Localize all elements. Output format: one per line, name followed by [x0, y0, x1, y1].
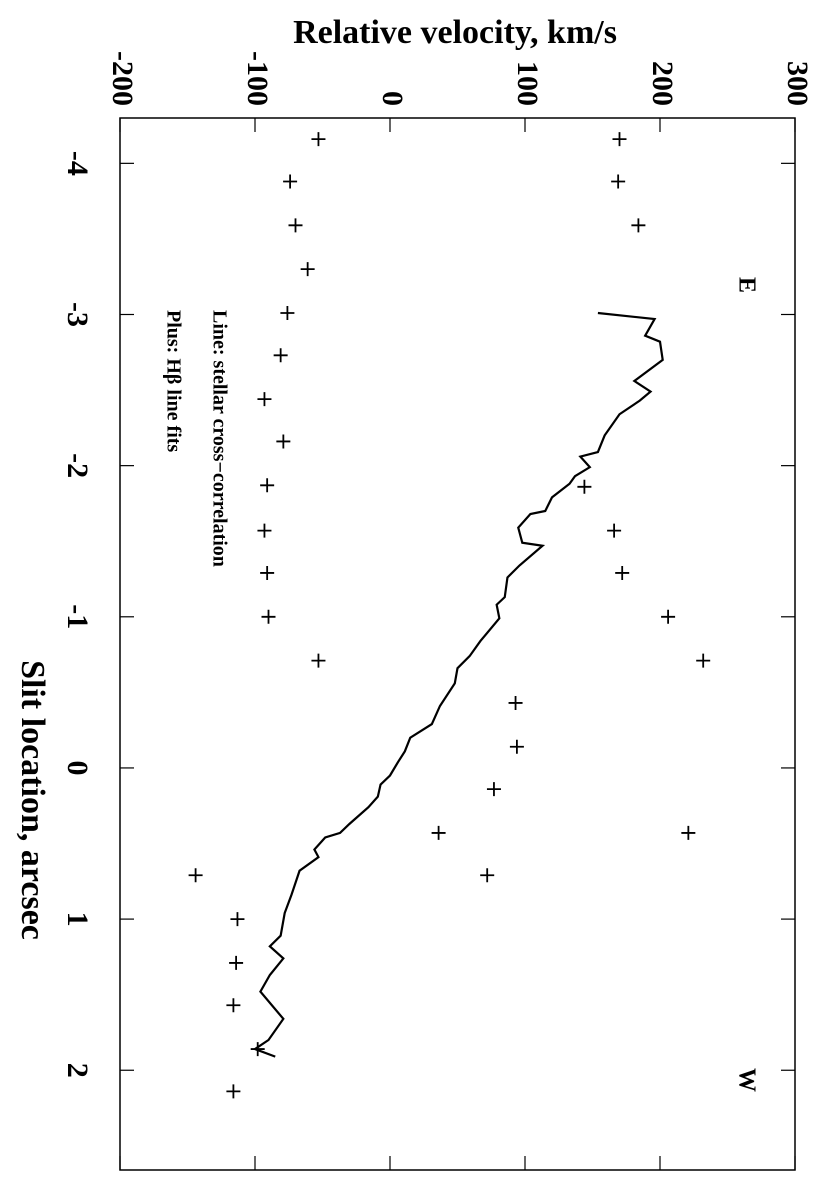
plus-marker [300, 262, 315, 277]
plus-marker [188, 868, 203, 883]
x-tick-label: 1 [61, 912, 94, 927]
y-tick-label: -100 [241, 51, 274, 106]
legend-label: Line: stellar cross−correlation [208, 310, 230, 567]
plus-marker [260, 478, 275, 493]
data-line [252, 311, 664, 1058]
y-tick-label: 0 [376, 91, 409, 106]
x-tick-label: -2 [61, 453, 94, 478]
plus-marker [257, 523, 272, 538]
y-tick-label: 100 [511, 61, 544, 106]
plus-marker [226, 1084, 241, 1099]
annotation: W [733, 1068, 759, 1092]
y-axis-label: Relative velocity, km/s [293, 14, 617, 51]
plus-marker [486, 782, 501, 797]
plus-marker [631, 218, 646, 233]
plus-marker [311, 653, 326, 668]
x-tick-label: -1 [61, 604, 94, 629]
plus-marker [508, 695, 523, 710]
y-tick-label: 200 [646, 61, 679, 106]
plus-marker [276, 434, 291, 449]
plus-marker [226, 998, 241, 1013]
plus-marker [577, 479, 592, 494]
plus-marker [280, 305, 295, 320]
plus-marker [257, 392, 272, 407]
plus-marker [509, 739, 524, 754]
plus-marker [607, 523, 622, 538]
plus-marker [480, 868, 495, 883]
x-tick-label: -3 [61, 302, 94, 327]
plus-marker [261, 609, 276, 624]
plus-marker [260, 565, 275, 580]
annotation: E [733, 277, 759, 293]
plus-marker [611, 174, 626, 189]
x-tick-label: 0 [61, 760, 94, 775]
plus-marker [612, 132, 627, 147]
plus-marker [661, 609, 676, 624]
plus-marker [250, 1042, 265, 1057]
y-tick-label: 300 [781, 61, 814, 106]
plus-marker [283, 174, 298, 189]
plot-border [119, 117, 796, 1171]
plus-marker [288, 218, 303, 233]
x-tick-label: -4 [61, 151, 94, 176]
plus-marker [615, 565, 630, 580]
plot-frame: Relative velocity, km/s Slit location, a… [14, 14, 814, 1171]
plus-marker [681, 825, 696, 840]
plus-marker [229, 955, 244, 970]
plus-marker [273, 348, 288, 363]
plus-marker [696, 653, 711, 668]
plus-marker [230, 912, 245, 927]
plus-marker [431, 825, 446, 840]
x-axis-label: Slit location, arcsec [14, 660, 51, 940]
legend-label: Plus: Hβ line fits [162, 310, 184, 452]
plus-marker [311, 132, 326, 147]
y-tick-label: -200 [106, 51, 139, 106]
x-tick-label: 2 [61, 1063, 94, 1078]
